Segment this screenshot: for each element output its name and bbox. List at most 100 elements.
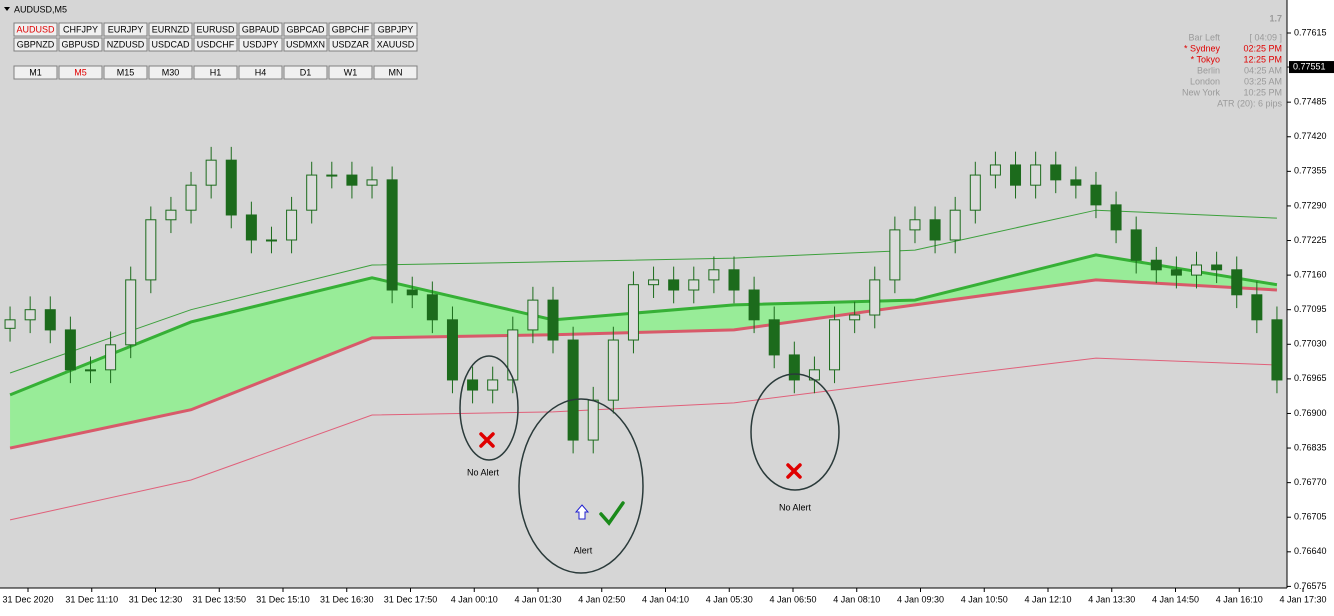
timeframe-button[interactable] [328, 65, 373, 80]
candle-body [1251, 294, 1263, 321]
y-tick-label: 0.77615 [1294, 27, 1327, 37]
info-value: [ 04:09 ] [1249, 32, 1282, 42]
timeframe-button[interactable] [103, 65, 148, 80]
x-tick-label: 4 Jan 09:30 [897, 594, 944, 604]
candle-body [225, 159, 237, 216]
timeframe-button-label[interactable]: H4 [255, 67, 267, 77]
moving-average [9, 209, 1277, 374]
timeframe-button[interactable] [283, 65, 328, 80]
timeframe-button-label[interactable]: D1 [300, 67, 312, 77]
no-alert-cross [786, 463, 802, 479]
candle-body [366, 179, 378, 186]
y-tick-label: 0.76900 [1294, 408, 1327, 418]
candle-body [708, 269, 720, 281]
candle-body [627, 284, 639, 341]
candle-body [849, 314, 861, 321]
candle-body [205, 159, 217, 186]
info-label: New York [1182, 87, 1221, 97]
timeframe-button[interactable] [238, 65, 283, 80]
info-value: 03:25 AM [1244, 76, 1282, 86]
symbol-button[interactable] [58, 37, 103, 52]
candle-body [386, 179, 398, 291]
symbol-button-label[interactable]: EURJPY [108, 24, 144, 34]
candle-body [889, 229, 901, 281]
timeframe-button-label[interactable]: H1 [210, 67, 222, 77]
x-tick-label: 31 Dec 13:50 [192, 594, 246, 604]
symbol-button[interactable] [283, 22, 328, 37]
symbol-button[interactable] [103, 37, 148, 52]
symbol-button-label[interactable]: XAUUSD [377, 39, 415, 49]
annotation-text: No Alert [467, 467, 500, 477]
timeframe-button[interactable] [58, 65, 103, 80]
symbol-button-label[interactable]: CHFJPY [63, 24, 98, 34]
symbol-button-label[interactable]: GBPUSD [61, 39, 100, 49]
timeframe-button-label[interactable]: MN [389, 67, 403, 77]
no-alert-cross [479, 432, 495, 448]
candle-body [949, 209, 961, 241]
x-tick-label: 31 Dec 12:30 [129, 594, 183, 604]
symbol-button-label[interactable]: NZDUSD [107, 39, 145, 49]
timeframe-button[interactable] [373, 65, 418, 80]
y-tick-label: 0.77160 [1294, 269, 1327, 279]
symbol-button-label[interactable]: GBPAUD [242, 24, 280, 34]
x-tick-label: 4 Jan 00:10 [451, 594, 498, 604]
y-tick-label: 0.77095 [1294, 304, 1327, 314]
candle-body [1010, 164, 1022, 186]
candle-body [748, 289, 760, 321]
candle-body [1170, 269, 1182, 276]
symbol-button[interactable] [238, 37, 283, 52]
candle-body [44, 309, 56, 331]
symbol-button[interactable] [13, 22, 58, 37]
symbol-button-label[interactable]: USDJPY [243, 39, 279, 49]
info-value: 10:25 PM [1243, 87, 1282, 97]
candle-body [306, 174, 318, 211]
symbol-button-label[interactable]: EURNZD [152, 24, 190, 34]
symbol-button[interactable] [148, 22, 193, 37]
candle-body [1090, 184, 1102, 206]
timeframe-button[interactable] [148, 65, 193, 80]
symbol-button[interactable] [283, 37, 328, 52]
candle-body [507, 329, 519, 381]
timeframe-button-label[interactable]: M30 [162, 67, 180, 77]
candle-body [105, 344, 117, 371]
symbol-button-label[interactable]: GBPCAD [286, 24, 325, 34]
alert-arrow [574, 504, 590, 520]
symbol-button[interactable] [193, 37, 238, 52]
candle-body [185, 184, 197, 211]
symbol-button-label[interactable]: USDCHF [197, 39, 235, 49]
timeframe-button-label[interactable]: M1 [29, 67, 42, 77]
y-tick-label: 0.77355 [1294, 166, 1327, 176]
moving-average [9, 253, 1278, 397]
symbol-button-label[interactable]: EURUSD [196, 24, 235, 34]
candle-body [346, 174, 358, 186]
timeframe-button-label[interactable]: W1 [344, 67, 358, 77]
symbol-button-label[interactable]: USDCAD [151, 39, 190, 49]
symbol-button[interactable] [238, 22, 283, 37]
symbol-button[interactable] [148, 37, 193, 52]
symbol-button-label[interactable]: USDMXN [286, 39, 325, 49]
symbol-button[interactable] [13, 37, 58, 52]
timeframe-button-label[interactable]: M5 [74, 67, 87, 77]
timeframe-button-label[interactable]: M15 [117, 67, 135, 77]
symbol-button[interactable] [328, 22, 373, 37]
symbol-button-label[interactable]: AUDUSD [16, 24, 55, 34]
symbol-button[interactable] [373, 37, 418, 52]
info-row: ATR (20): 6 pips [1217, 98, 1282, 108]
symbol-button-label[interactable]: GBPJPY [378, 24, 414, 34]
symbol-button[interactable] [103, 22, 148, 37]
y-tick-label: 0.77485 [1294, 97, 1327, 107]
x-tick-label: 4 Jan 13:30 [1088, 594, 1135, 604]
symbol-button[interactable] [58, 22, 103, 37]
symbol-button[interactable] [193, 22, 238, 37]
symbol-button-label[interactable]: GBPNZD [17, 39, 55, 49]
symbol-button[interactable] [328, 37, 373, 52]
symbol-button-label[interactable]: GBPCHF [332, 24, 370, 34]
timeframe-button[interactable] [13, 65, 58, 80]
symbol-button[interactable] [373, 22, 418, 37]
candle-body [527, 299, 539, 331]
timeframe-button[interactable] [193, 65, 238, 80]
y-tick-label: 0.76965 [1294, 373, 1327, 383]
x-tick-label: 4 Jan 05:30 [706, 594, 753, 604]
alert-check [599, 501, 625, 526]
symbol-button-label[interactable]: USDZAR [332, 39, 370, 49]
